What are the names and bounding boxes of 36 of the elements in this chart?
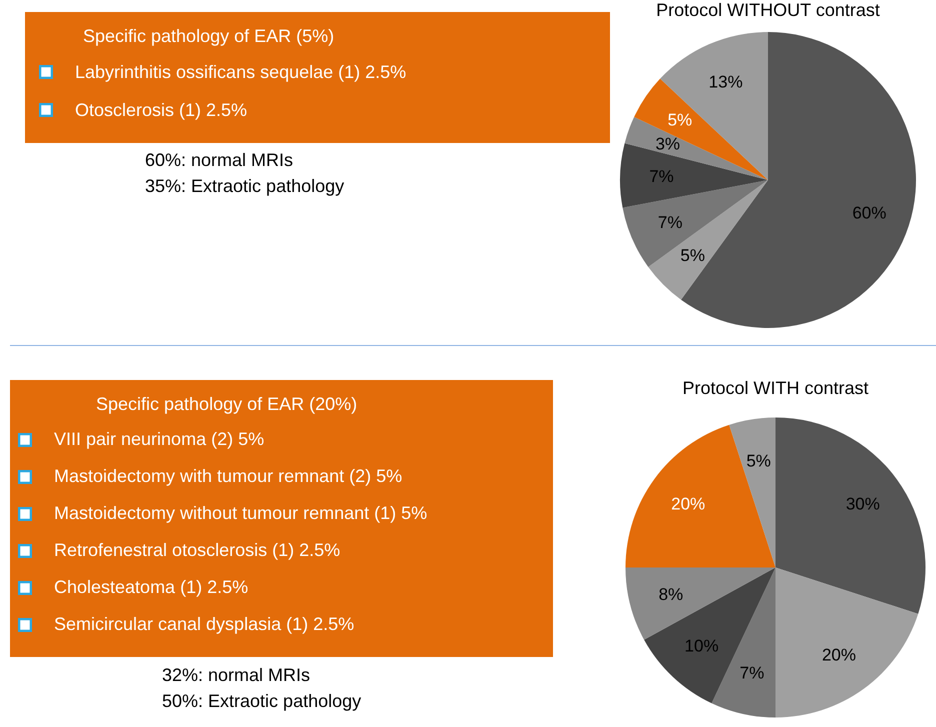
- data-label: 7%: [658, 212, 682, 232]
- text: Labyrinthitis ossificans sequelae (1) 2.5%: [75, 62, 406, 82]
- text: Cholesteatoma (1) 2.5%: [54, 577, 248, 598]
- text: 35%: Extraotic pathology: [145, 176, 344, 197]
- data-label: 5%: [746, 451, 771, 470]
- data-label: 20%: [822, 645, 856, 664]
- pie-slice: [776, 568, 918, 718]
- pie-slice: [626, 568, 776, 640]
- text: Mastoidectomy without tumour remnant (1) 5%: [54, 503, 428, 524]
- text: Retrofenestral otosclerosis (1) 2.5%: [54, 540, 340, 561]
- data-label: 5%: [668, 110, 692, 130]
- text: VIII pair neurinoma (2) 5%: [54, 429, 264, 450]
- text: 50%: Extraotic pathology: [162, 691, 362, 712]
- pie-slice: [644, 568, 776, 704]
- data-label: 30%: [846, 494, 880, 514]
- text: 32%: normal MRIs: [162, 665, 310, 686]
- text: Specific pathology of EAR (20%): [95, 394, 358, 415]
- text: Specific pathology of EAR (5%): [82, 26, 336, 47]
- text: Semicircular canal dysplasia (1) 2.5%: [54, 614, 354, 635]
- data-label: 60%: [852, 203, 886, 222]
- text: 60%: normal MRIs: [145, 150, 294, 171]
- data-label: 8%: [658, 584, 684, 604]
- chart-title: Protocol WITHOUT contrast: [655, 0, 881, 21]
- data-label: 7%: [649, 167, 674, 186]
- pie-slice: [626, 424, 776, 568]
- data-label: 10%: [684, 636, 719, 656]
- data-label: 5%: [680, 246, 705, 265]
- data-label: 13%: [708, 72, 743, 92]
- pie-slice: [729, 418, 776, 568]
- data-label: 3%: [655, 134, 680, 154]
- data-label: 7%: [740, 663, 764, 682]
- text: Mastoidectomy with tumour remnant (2) 5%: [54, 466, 402, 487]
- chart-title: Protocol WITH contrast: [681, 378, 870, 399]
- pie-slice: [776, 418, 926, 614]
- data-label: 20%: [671, 494, 706, 514]
- text: Otosclerosis (1) 2.5%: [75, 100, 248, 120]
